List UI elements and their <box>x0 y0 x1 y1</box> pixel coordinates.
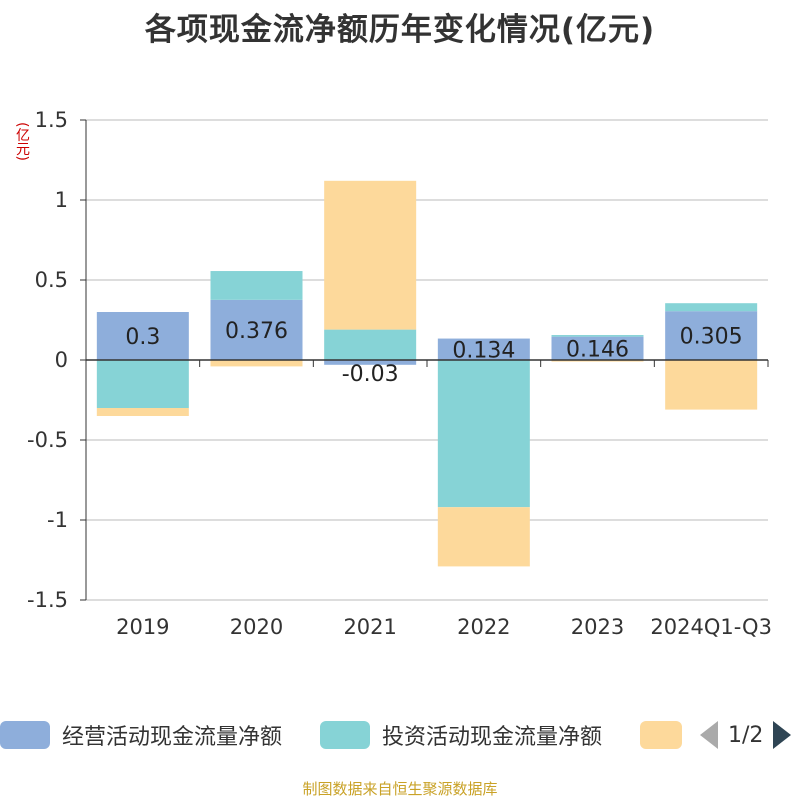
bar-investing-2023 <box>551 335 644 337</box>
bar-financing-2024Q1-Q3 <box>665 360 758 410</box>
legend-swatch-operating <box>0 721 50 749</box>
cash-flow-chart: 1.5 1 0.5 0 -0.5 -1 -1.5 0.3 0.376 -0.03 0.134 0.14… <box>27 108 772 639</box>
x-tick-label: 2023 <box>571 615 624 639</box>
bar-financing-2022 <box>437 507 530 567</box>
data-label-2024Q1-Q3: 0.305 <box>680 325 743 350</box>
bar-operating-2021 <box>324 360 417 365</box>
legend-swatch-investing <box>320 721 370 749</box>
bar-operating-2022 <box>437 338 530 360</box>
legend-label-investing: 投资活动现金流量净额 <box>382 725 603 750</box>
x-tick-label: 2019 <box>116 615 169 639</box>
data-source-note: 制图数据来自恒生聚源数据库 <box>302 780 498 798</box>
x-tick-label: 2022 <box>457 615 510 639</box>
bar-financing-2020 <box>210 360 303 367</box>
legend: 经营活动现金流量净额 投资活动现金流量净额 1/2 <box>0 712 800 758</box>
x-tick-label: 2020 <box>230 615 283 639</box>
bar-financing-2023 <box>551 360 644 362</box>
chart-title: 各项现金流净额历年变化情况(亿元) <box>144 12 656 48</box>
bar-investing-2024Q1-Q3 <box>665 303 758 312</box>
legend-label-operating: 经营活动现金流量净额 <box>62 725 283 750</box>
legend-item-investing[interactable]: 投资活动现金流量净额 <box>320 720 602 750</box>
legend-pager: 1/2 <box>700 720 792 750</box>
bar-operating-2023 <box>551 336 644 360</box>
bar-operating-2020 <box>210 299 303 360</box>
legend-item-financing[interactable] <box>640 720 694 750</box>
bar-investing-2020 <box>210 271 303 300</box>
x-tick-label: 2021 <box>343 615 396 639</box>
legend-page-indicator: 1/2 <box>728 722 764 748</box>
data-label-2019: 0.3 <box>125 325 160 350</box>
y-tick-label: 1 <box>55 188 68 212</box>
y-tick-label: 0 <box>55 348 68 372</box>
data-label-2022: 0.134 <box>452 338 515 363</box>
bar-operating-2024Q1-Q3 <box>665 311 758 360</box>
data-label-2023: 0.146 <box>566 337 629 362</box>
legend-next-page-icon[interactable] <box>773 721 792 749</box>
y-tick-label: 0.5 <box>35 268 68 292</box>
x-tick-label: 2024Q1-Q3 <box>650 615 772 639</box>
bar-investing-2021 <box>324 329 417 360</box>
legend-item-operating[interactable]: 经营活动现金流量净额 <box>0 720 282 750</box>
data-label-2021: -0.03 <box>342 362 399 387</box>
y-tick-label: -0.5 <box>27 428 68 452</box>
legend-swatch-financing <box>640 721 682 749</box>
bar-operating-2019 <box>96 312 189 360</box>
bar-investing-2019 <box>96 360 189 408</box>
bar-investing-2022 <box>437 360 530 508</box>
bar-financing-2021 <box>324 180 417 330</box>
y-axis-unit-label: (亿元) <box>14 122 30 161</box>
legend-prev-page-icon[interactable] <box>700 721 718 749</box>
y-tick-label: -1 <box>47 508 68 532</box>
data-label-2020: 0.376 <box>225 319 288 344</box>
bar-financing-2019 <box>96 408 189 416</box>
y-tick-label: 1.5 <box>35 108 68 132</box>
y-tick-label: -1.5 <box>27 588 68 612</box>
